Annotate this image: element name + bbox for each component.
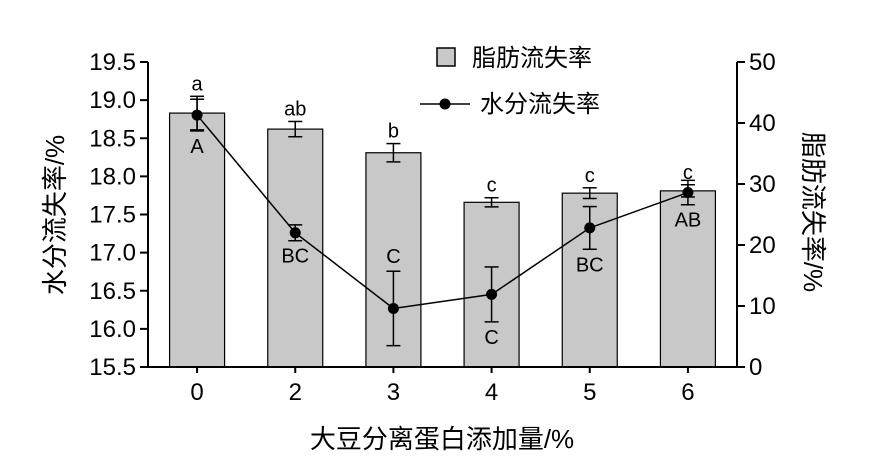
line-sig-label-6: AB <box>675 210 702 232</box>
line-sig-label-4: C <box>484 327 498 349</box>
line-sig-label-2: BC <box>281 246 309 268</box>
bar-error-2 <box>288 120 303 138</box>
right-tick-label: 50 <box>749 49 776 76</box>
x-tick-label-4: 4 <box>485 379 498 406</box>
bar-sig-label-0: a <box>192 73 204 95</box>
left-tick-label: 19.0 <box>89 87 136 114</box>
line-sig-label-0: A <box>190 136 204 158</box>
legend: 脂肪流失率 水分流失率 <box>420 45 600 118</box>
bar-error-3 <box>386 142 401 163</box>
line-point-3 <box>387 302 399 314</box>
line-point-6 <box>682 187 694 199</box>
left-tick-label: 17.5 <box>89 202 136 229</box>
line-sig-label-5: BC <box>576 254 604 276</box>
legend-line-marker <box>439 98 451 110</box>
right-tick-label: 20 <box>749 232 776 259</box>
line-layer <box>190 98 695 347</box>
bars-layer <box>168 95 717 368</box>
line-point-5 <box>584 222 596 234</box>
legend-bar-label: 脂肪流失率 <box>472 45 592 72</box>
left-axis-title: 水分流失率/% <box>40 135 70 295</box>
x-tick-label-3: 3 <box>387 379 400 406</box>
x-tick-label-5: 5 <box>583 379 596 406</box>
legend-bar-swatch <box>436 47 456 67</box>
bar-error-4 <box>484 196 499 208</box>
left-tick-label: 15.5 <box>89 354 136 381</box>
right-tick-label: 10 <box>749 293 776 320</box>
bar-error-5 <box>582 187 597 200</box>
line-point-4 <box>486 288 498 300</box>
legend-line-label: 水分流失率 <box>480 91 600 118</box>
line-point-2 <box>289 227 301 239</box>
left-tick-label: 18.5 <box>89 125 136 152</box>
significance-labels: a ab b c c c A BC C C BC AB <box>190 73 701 349</box>
bar-0 <box>168 112 226 368</box>
left-tick-label: 18.0 <box>89 163 136 190</box>
bar-sig-label-3: b <box>388 121 399 143</box>
x-tick-label-6: 6 <box>681 379 694 406</box>
left-tick-label: 16.5 <box>89 278 136 305</box>
right-tick-label: 0 <box>749 354 762 381</box>
line-sig-label-3: C <box>386 246 400 268</box>
right-tick-label: 30 <box>749 171 776 198</box>
right-axis-title: 脂肪流失率/% <box>798 132 828 292</box>
water-loss-line <box>196 114 689 310</box>
bar-sig-label-5: c <box>585 165 595 187</box>
bar-sig-label-2: ab <box>284 98 306 120</box>
ticks-layer: 15.5 16.0 16.5 17.0 17.5 18.0 18.5 19.0 19.5 0 10 2… <box>89 49 775 406</box>
x-axis-title: 大豆分离蛋白添加量/% <box>310 424 574 454</box>
x-tick-label-2: 2 <box>289 379 302 406</box>
left-tick-label: 16.0 <box>89 316 136 343</box>
left-tick-label: 17.0 <box>89 240 136 267</box>
right-tick-label: 40 <box>749 110 776 137</box>
bar-sig-label-4: c <box>487 175 497 197</box>
left-tick-label: 19.5 <box>89 49 136 76</box>
bar-sig-label-6: c <box>683 162 693 184</box>
line-point-0 <box>191 109 203 121</box>
x-tick-label-0: 0 <box>190 379 203 406</box>
